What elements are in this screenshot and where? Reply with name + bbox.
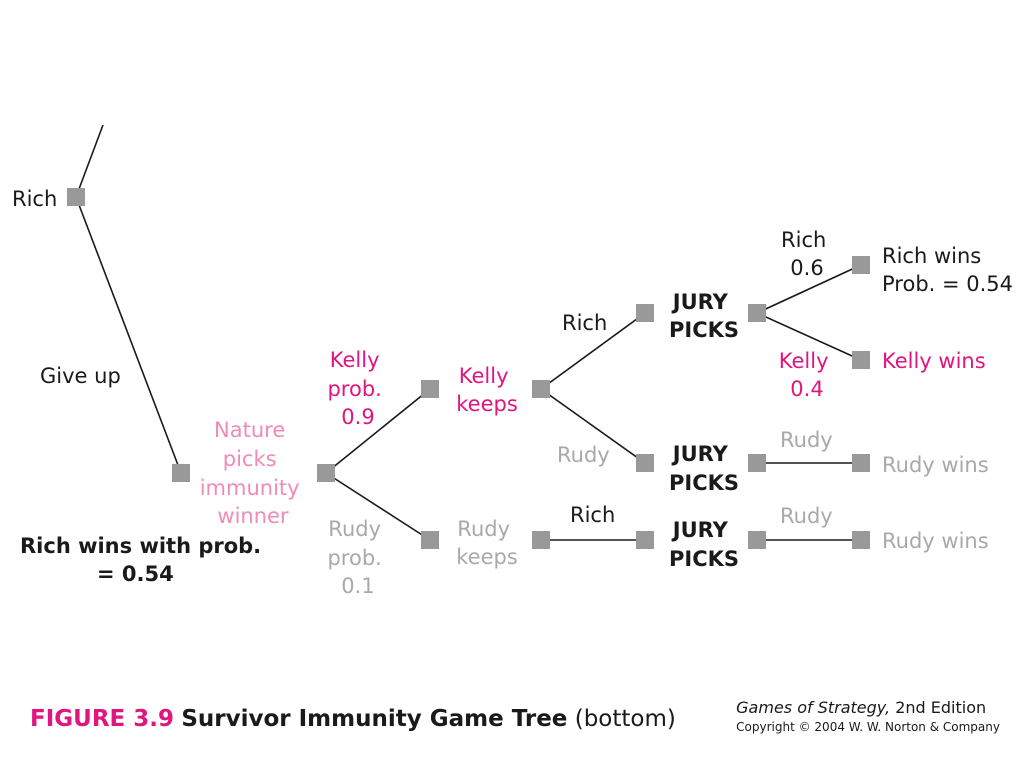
label-jury3-line1: JURY bbox=[671, 518, 729, 542]
node-jury2 bbox=[748, 454, 766, 472]
label-outcome-rich-wins-line1: Rich wins bbox=[882, 244, 981, 268]
edge-nature-to-rudy-keeps bbox=[325, 472, 431, 541]
label-outcome-rudy-wins-1: Rudy wins bbox=[882, 453, 989, 477]
label-jury1-line2: PICKS bbox=[669, 318, 739, 342]
node-kelly-keeps-in bbox=[421, 380, 439, 398]
label-nature-line1: Nature bbox=[214, 418, 285, 442]
label-jury1-line1: JURY bbox=[671, 290, 729, 314]
node-rudy-keeps bbox=[532, 531, 550, 549]
label-nature: Nature picks immunity winner bbox=[200, 418, 307, 528]
label-kelly-prob-line3: 0.9 bbox=[341, 405, 374, 429]
label-rudy-keeps-line1: Rudy bbox=[457, 517, 510, 541]
label-rich-06-line1: Rich bbox=[781, 228, 826, 252]
figure-suffix: (bottom) bbox=[574, 706, 676, 732]
label-nature-line4: winner bbox=[217, 504, 289, 528]
edge-nature-to-kelly-keeps bbox=[325, 388, 431, 474]
node-jury3-in bbox=[636, 531, 654, 549]
label-give-up: Give up bbox=[40, 364, 121, 388]
label-result-line2: = 0.54 bbox=[97, 562, 174, 586]
node-rudy-keeps-in bbox=[421, 531, 439, 549]
label-kelly-keeps-line1: Kelly bbox=[459, 364, 509, 388]
copyright-line: Copyright © 2004 W. W. Norton & Company bbox=[736, 720, 1000, 734]
figure-number: FIGURE 3.9 bbox=[30, 706, 174, 732]
label-jury2-line2: PICKS bbox=[669, 471, 739, 495]
label-kelly-04-line2: 0.4 bbox=[790, 377, 823, 401]
label-rich-a: Rich bbox=[562, 311, 607, 335]
tree-nodes bbox=[67, 188, 870, 549]
node-outcome-rudy-wins-1 bbox=[852, 454, 870, 472]
edge-jury1-to-rich-wins bbox=[756, 264, 862, 314]
label-jury2-line1: JURY bbox=[671, 442, 729, 466]
node-jury3 bbox=[748, 531, 766, 549]
label-rudy-keeps-line2: keeps bbox=[456, 545, 518, 569]
node-jury1-in bbox=[636, 304, 654, 322]
node-jury1 bbox=[748, 304, 766, 322]
label-rudy-d: Rudy bbox=[780, 504, 833, 528]
edge-rich-to-nature bbox=[75, 196, 182, 474]
edge-jury1-to-kelly-wins bbox=[756, 312, 862, 361]
node-outcome-rich-wins bbox=[852, 256, 870, 274]
book-credit: Games of Strategy, 2nd Edition Copyright… bbox=[736, 698, 1000, 734]
node-kelly-keeps bbox=[532, 380, 550, 398]
label-kelly-04: Kelly 0.4 bbox=[779, 349, 835, 401]
label-rich: Rich bbox=[12, 187, 57, 211]
tree-labels: Rich Give up Rich wins with prob. = 0.54… bbox=[12, 187, 1013, 598]
edge-top-stub bbox=[75, 124, 104, 198]
label-jury2: JURY PICKS bbox=[669, 442, 739, 495]
node-jury2-in bbox=[636, 454, 654, 472]
node-rich bbox=[67, 188, 85, 206]
figure-title: Survivor Immunity Game Tree bbox=[181, 706, 568, 732]
node-outcome-rudy-wins-2 bbox=[852, 531, 870, 549]
label-kelly-keeps-line2: keeps bbox=[456, 392, 518, 416]
label-kelly-prob: Kelly prob. 0.9 bbox=[327, 348, 388, 429]
game-tree: Rich Give up Rich wins with prob. = 0.54… bbox=[12, 124, 1013, 598]
label-rich-b: Rich bbox=[570, 503, 615, 527]
label-outcome-rich-wins-line2: Prob. = 0.54 bbox=[882, 272, 1013, 296]
label-rudy-prob: Rudy prob. 0.1 bbox=[327, 517, 388, 598]
book-title-line: Games of Strategy, 2nd Edition bbox=[736, 698, 1000, 717]
label-outcome-kelly-wins: Kelly wins bbox=[882, 349, 986, 373]
label-outcome-rudy-wins-2: Rudy wins bbox=[882, 529, 989, 553]
label-kelly-prob-line2: prob. bbox=[327, 377, 381, 401]
node-nature bbox=[317, 464, 335, 482]
label-rich-06-line2: 0.6 bbox=[790, 256, 823, 280]
label-nature-line2: picks bbox=[223, 447, 277, 471]
node-nature-left bbox=[172, 464, 190, 482]
label-jury3-line2: PICKS bbox=[669, 547, 739, 571]
label-result-line1: Rich wins with prob. bbox=[20, 534, 261, 558]
label-rudy-prob-line1: Rudy bbox=[328, 517, 381, 541]
label-rudy-prob-line3: 0.1 bbox=[341, 574, 374, 598]
label-nature-line3: immunity bbox=[200, 476, 300, 500]
edge-kelly-keeps-to-jury1 bbox=[540, 312, 646, 390]
label-jury3: JURY PICKS bbox=[669, 518, 739, 571]
label-rudy-prob-line2: prob. bbox=[327, 546, 381, 570]
tree-edges bbox=[75, 124, 862, 541]
label-jury1: JURY PICKS bbox=[669, 290, 739, 342]
book-edition: 2nd Edition bbox=[895, 698, 987, 717]
edge-kelly-keeps-to-jury2 bbox=[540, 388, 646, 464]
label-rudy-keeps: Rudy keeps bbox=[456, 517, 518, 569]
label-rudy-c: Rudy bbox=[780, 428, 833, 452]
label-kelly-04-line1: Kelly bbox=[779, 349, 829, 373]
label-outcome-rich-wins: Rich wins Prob. = 0.54 bbox=[882, 244, 1013, 296]
label-result: Rich wins with prob. = 0.54 bbox=[20, 534, 268, 586]
label-kelly-keeps: Kelly keeps bbox=[456, 364, 518, 416]
figure-caption: FIGURE 3.9 Survivor Immunity Game Tree (… bbox=[30, 706, 676, 732]
node-outcome-kelly-wins bbox=[852, 351, 870, 369]
label-kelly-prob-line1: Kelly bbox=[330, 348, 380, 372]
book-title: Games of Strategy, bbox=[736, 698, 891, 717]
label-rich-06: Rich 0.6 bbox=[781, 228, 833, 280]
label-rudy-a: Rudy bbox=[557, 443, 610, 467]
